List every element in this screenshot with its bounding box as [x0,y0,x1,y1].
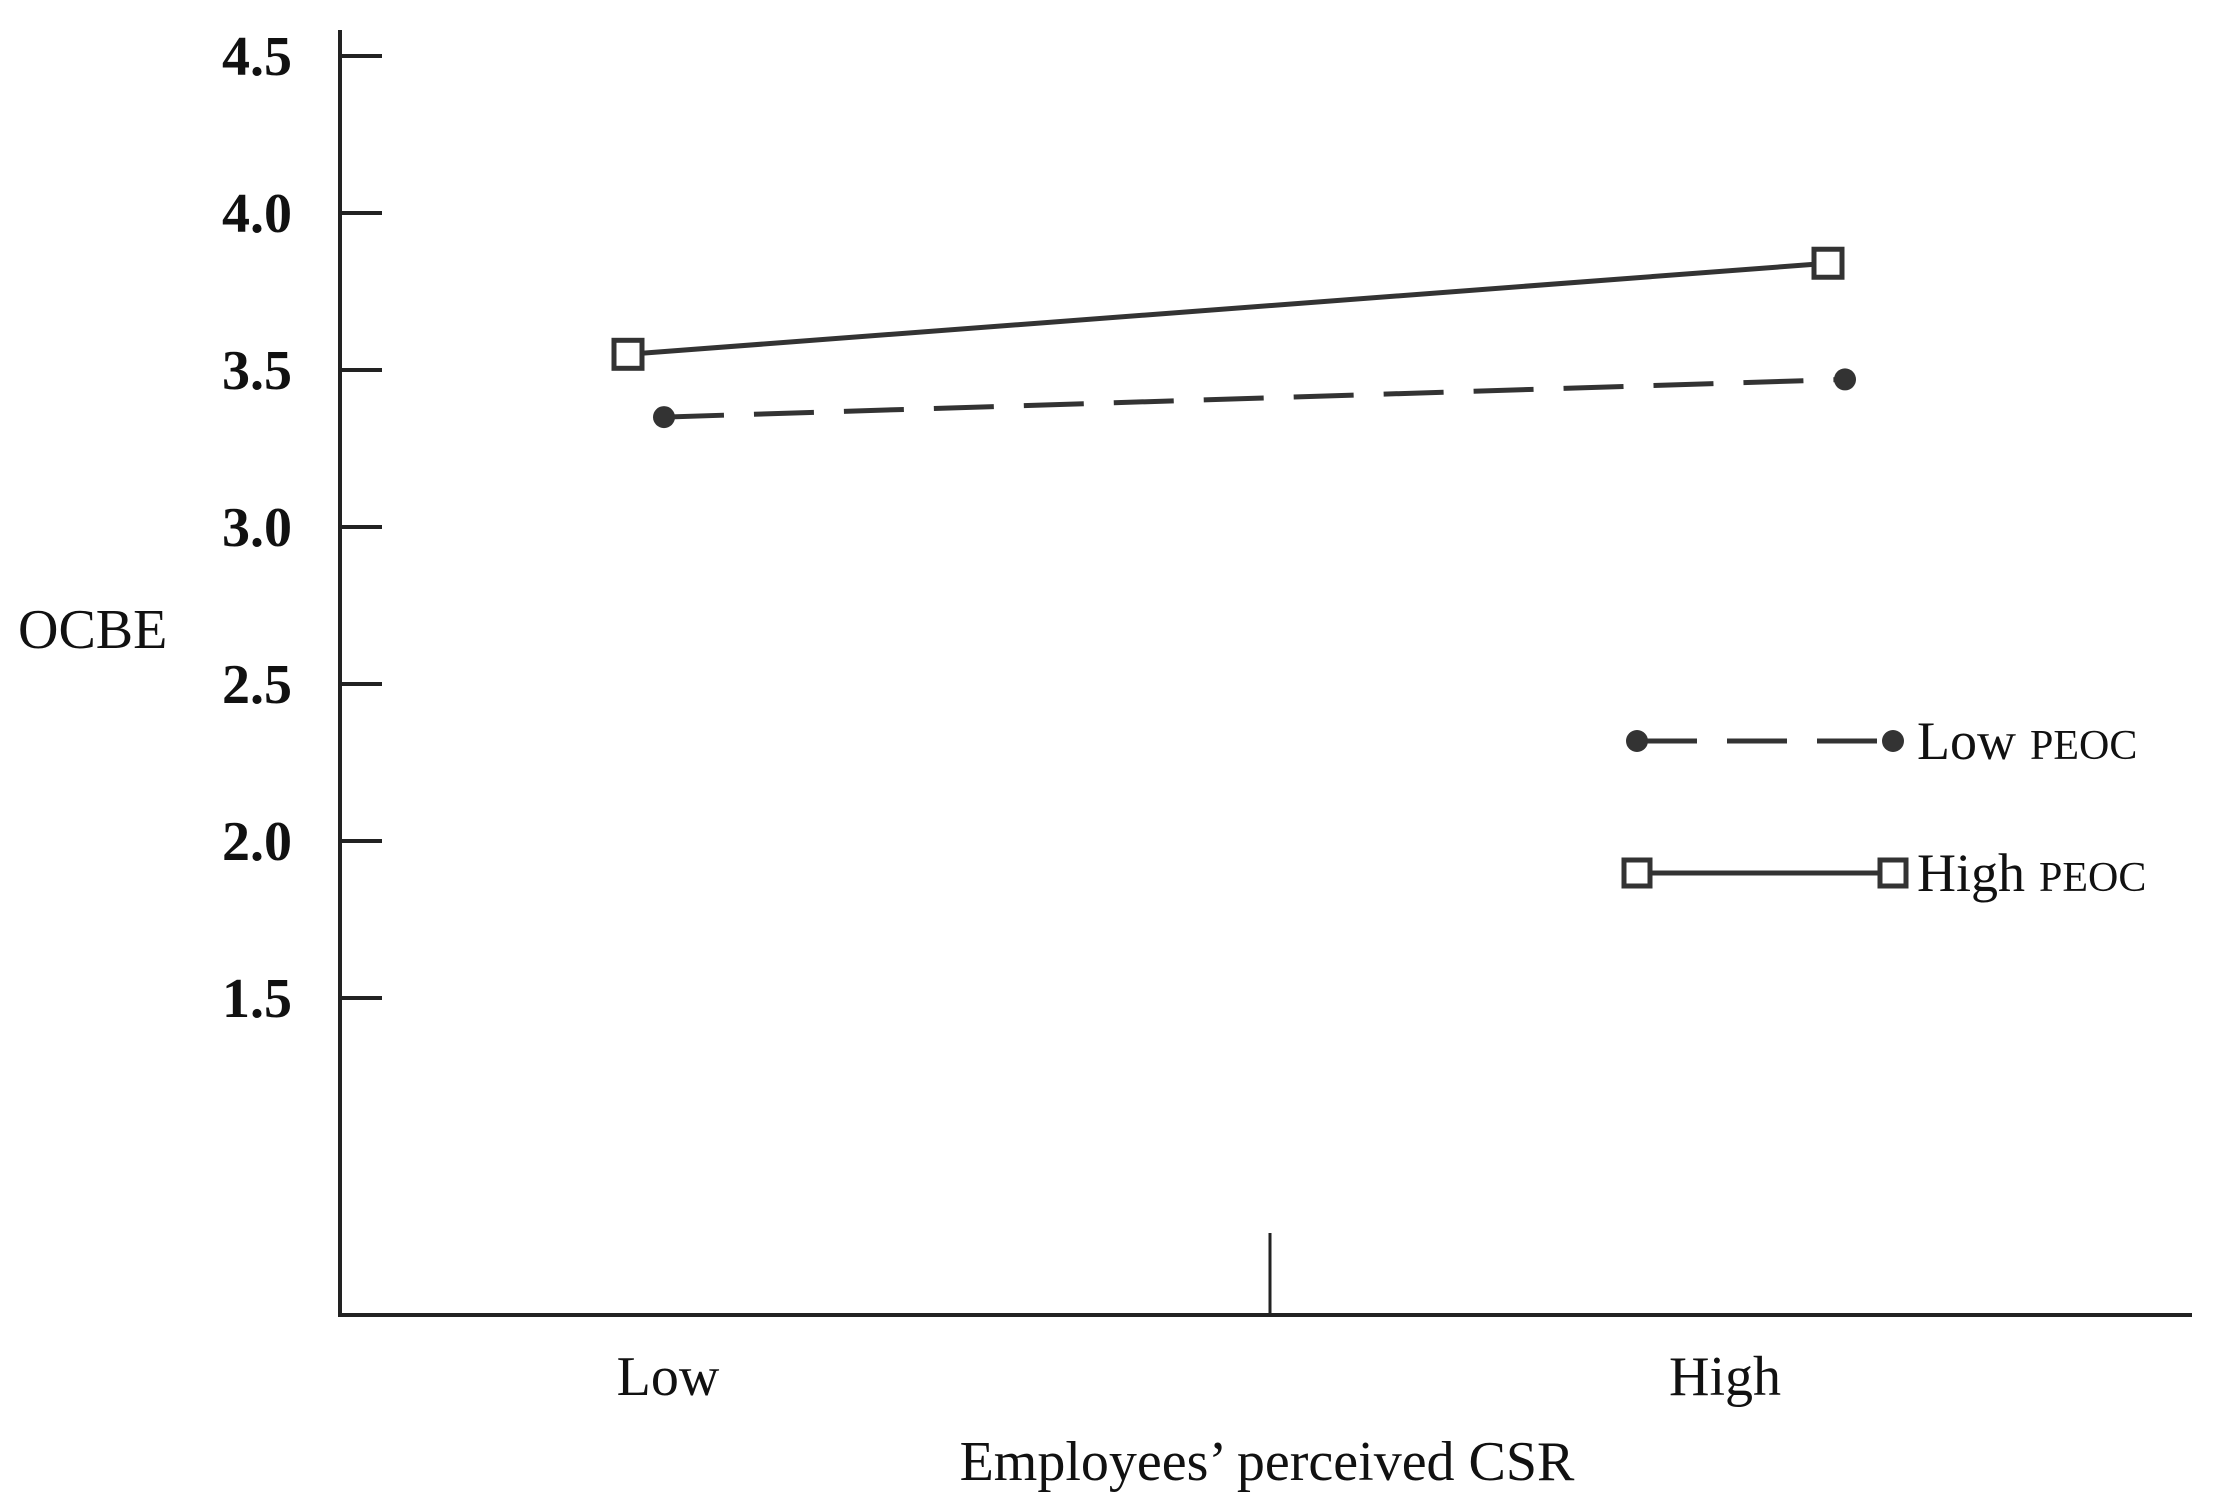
legend-label: High PEOC [1917,843,2146,903]
series-group [611,246,1856,429]
axes [338,30,2192,1317]
legend: Low PEOC High PEOC [1621,711,2146,903]
series-low-peoc [653,368,1856,429]
legend-label-main: Low [1917,711,2016,771]
y-tick-label: 4.5 [222,26,292,88]
data-point [611,337,645,371]
legend-marker [1882,730,1904,752]
x-tick-label: Low [617,1346,720,1408]
data-point [1811,246,1845,280]
y-tick-label: 4.0 [222,183,292,245]
data-point [653,406,675,429]
y-ticks: 1.52.02.53.03.54.04.55.0 [222,26,382,1030]
legend-item: High PEOC [1621,843,2146,903]
y-tick-label: 1.5 [222,968,292,1030]
series-line [627,260,1829,357]
legend-item: Low PEOC [1626,711,2137,771]
legend-marker [1626,730,1648,752]
x-ticks: Low High [617,1346,1781,1408]
legend-label-main: High [1917,843,2025,903]
legend-label-sub: PEOC [2030,723,2137,769]
y-axis-title: OCBE [18,599,167,661]
y-tick-label: 3.5 [222,340,292,402]
series-line [663,376,1846,420]
x-axis-title: Employees’ perceived CSR [960,1431,1575,1493]
x-tick-label: High [1669,1346,1781,1408]
legend-label-sub: PEOC [2039,855,2146,901]
y-tick-label: 2.5 [222,654,292,716]
y-tick-label: 2.0 [222,811,292,873]
data-point [1834,368,1856,391]
y-tick-label: 3.0 [222,497,292,559]
legend-marker [1621,857,1653,889]
legend-marker [1877,857,1909,889]
legend-label: Low PEOC [1917,711,2137,771]
series-high-peoc [611,246,1845,371]
